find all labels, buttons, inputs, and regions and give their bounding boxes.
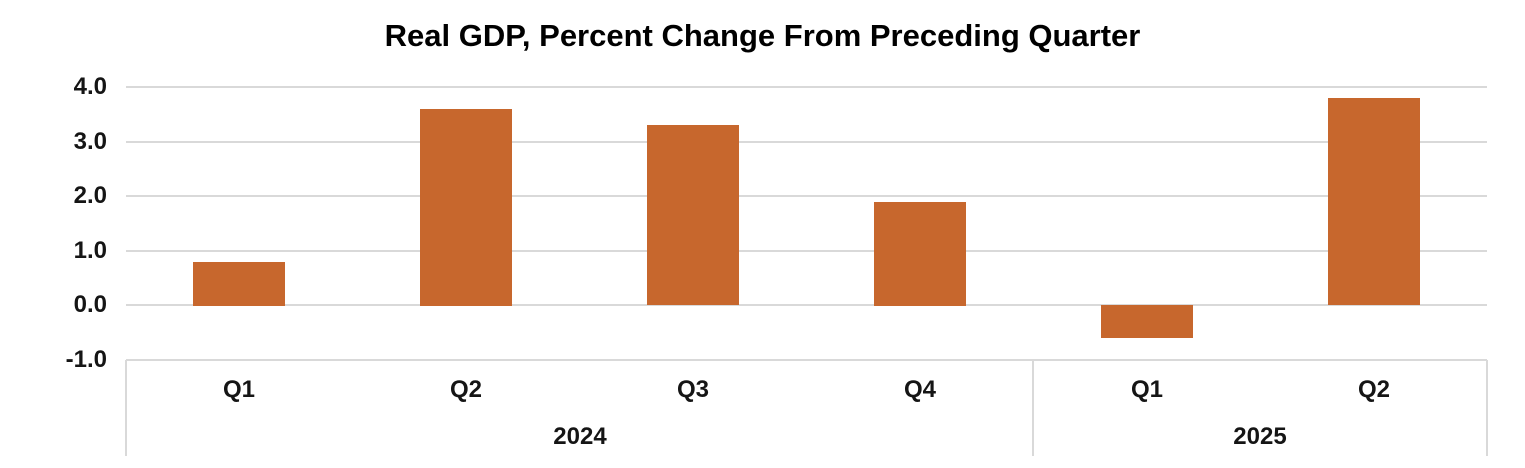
x-axis-quarter-label: Q2 xyxy=(1357,376,1391,403)
bar-q3-2 xyxy=(647,125,739,305)
x-axis-group-separator xyxy=(1032,360,1034,456)
x-axis-quarter-label: Q1 xyxy=(1130,376,1164,403)
y-axis-tick-label: 0.0 xyxy=(73,291,107,318)
y-axis-tick-label: 4.0 xyxy=(73,73,107,100)
bar-q2-5 xyxy=(1328,98,1420,305)
y-axis-tick-label: 1.0 xyxy=(73,237,107,264)
chart-title: Real GDP, Percent Change From Preceding … xyxy=(384,18,1141,53)
bar-q1-4 xyxy=(1101,305,1193,338)
x-axis-year-label: 2025 xyxy=(1233,423,1287,450)
x-axis-quarter-label: Q4 xyxy=(903,376,937,403)
gridline xyxy=(126,195,1487,197)
gridline xyxy=(126,141,1487,143)
bar-q4-3 xyxy=(874,202,966,306)
x-axis-quarter-label: Q1 xyxy=(222,376,256,403)
x-axis-quarter-label: Q2 xyxy=(449,376,483,403)
gridline xyxy=(126,304,1487,306)
gridline xyxy=(126,86,1487,88)
y-axis-tick-label: -1.0 xyxy=(65,346,107,373)
y-axis-tick-label: 2.0 xyxy=(73,182,107,209)
x-axis-group-separator xyxy=(125,360,127,456)
bar-q1-0 xyxy=(193,262,285,306)
x-axis-group-separator xyxy=(1486,360,1488,456)
gridline xyxy=(126,359,1487,361)
y-axis-tick-label: 3.0 xyxy=(73,128,107,155)
x-axis-quarter-label: Q3 xyxy=(676,376,710,403)
gridline xyxy=(126,250,1487,252)
x-axis-year-label: 2024 xyxy=(553,423,607,450)
bar-q2-1 xyxy=(420,109,512,306)
